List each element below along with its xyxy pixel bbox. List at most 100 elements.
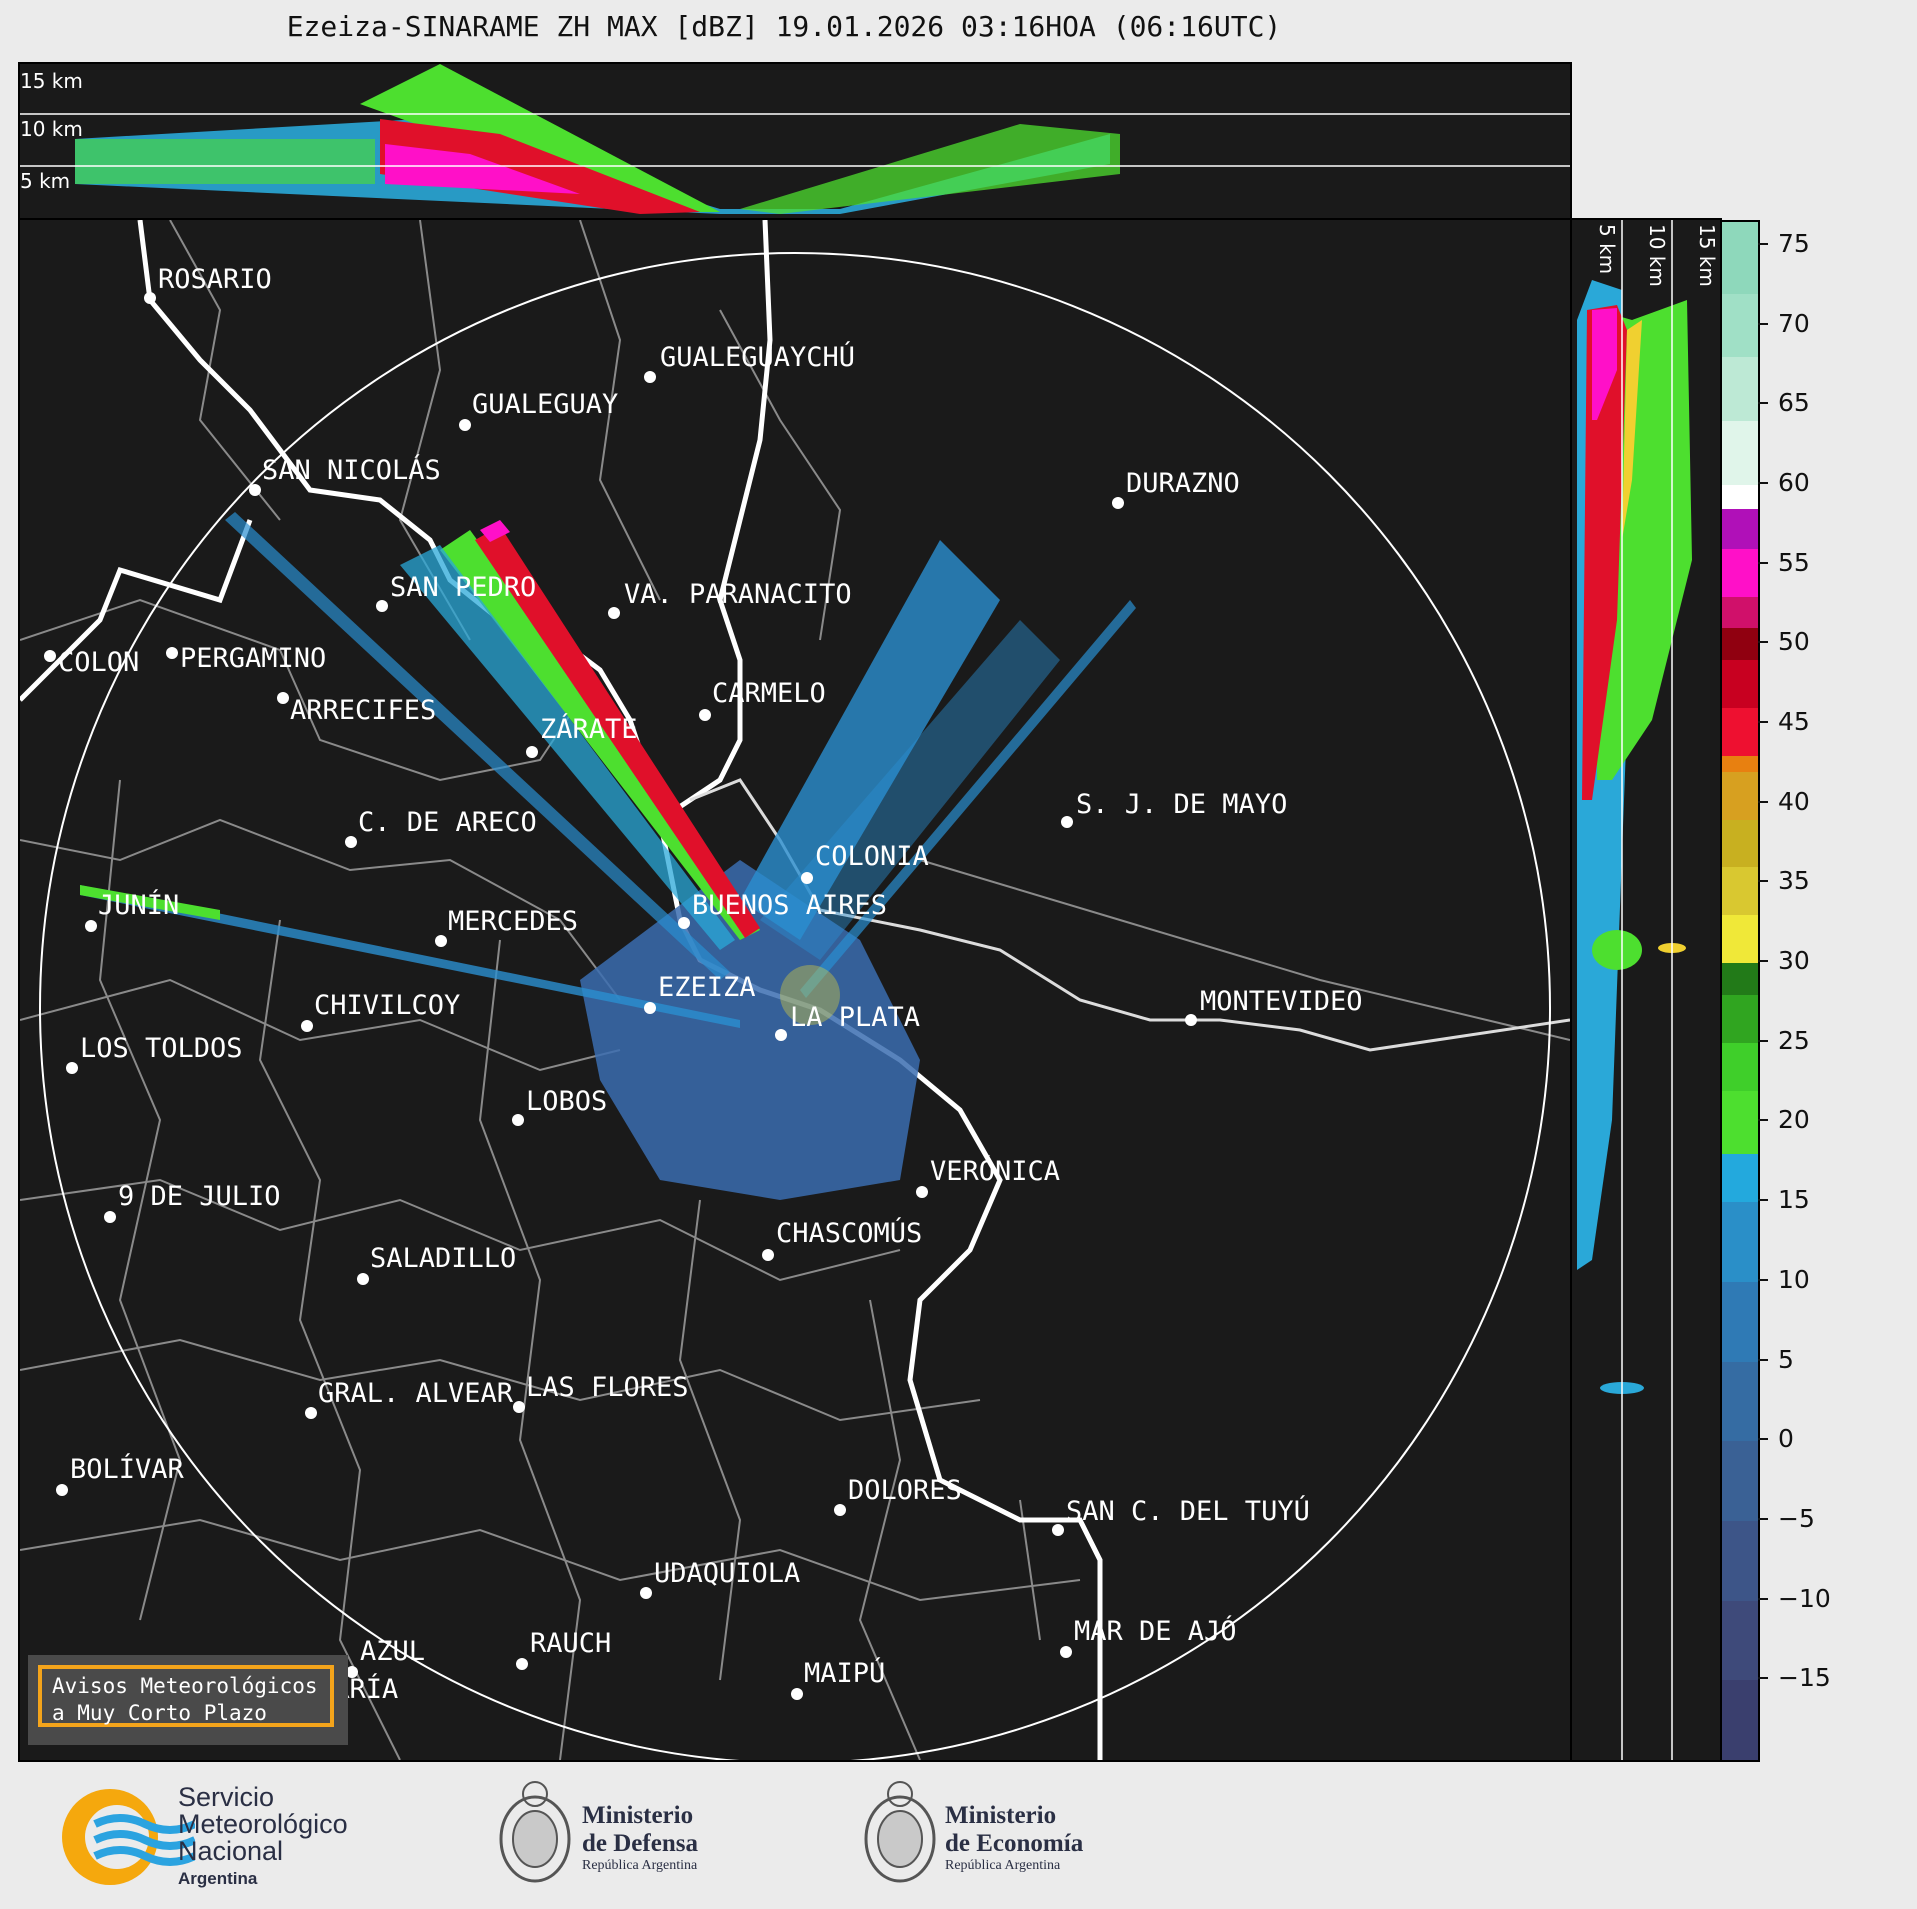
colorbar-tick-mark — [1758, 322, 1768, 325]
colorbar-level — [1722, 1154, 1758, 1203]
colorbar-tick-mark — [1758, 1597, 1768, 1600]
colorbar-level — [1722, 771, 1758, 820]
defensa-line-3: República Argentina — [582, 1858, 698, 1873]
smn-logo-icon — [62, 1789, 195, 1885]
city-label-gral-alvear: GRAL. ALVEAR — [318, 1378, 514, 1409]
city-dot-san-nicolas — [249, 484, 261, 496]
city-dot-azul — [346, 1666, 358, 1678]
colorbar-tick-label: −5 — [1778, 1503, 1815, 1533]
city-label-mar-de-ajo: MAR DE AJÓ — [1074, 1615, 1237, 1647]
city-dot-ezeiza — [644, 1002, 656, 1014]
city-dot-arrecifes — [277, 692, 289, 704]
city-dot-rosario — [144, 292, 156, 304]
echo-core-ezeiza — [780, 965, 840, 1025]
colorbar-tick-mark — [1758, 1039, 1768, 1042]
colorbar-tick-mark — [1758, 641, 1768, 644]
defensa-line-2: de Defensa — [582, 1830, 698, 1857]
defensa-line-1: Ministerio — [582, 1802, 694, 1829]
city-label-san-nicolas: SAN NICOLÁS — [262, 454, 441, 486]
city-label-san-pedro: SAN PEDRO — [390, 572, 536, 603]
colorbar-tick-mark — [1758, 1438, 1768, 1441]
colorbar-level — [1722, 548, 1758, 597]
chart-title: Ezeiza-SINARAME ZH MAX [dBZ] 19.01.2026 … — [286, 10, 1282, 43]
city-dot-9-de-julio — [104, 1211, 116, 1223]
defensa-seal-icon — [499, 1781, 571, 1883]
side-height-10km: 10 km — [1645, 224, 1669, 287]
city-dot-chivilcoy — [301, 1020, 313, 1032]
city-dot-maipu — [791, 1688, 803, 1700]
city-dot-las-flores — [513, 1401, 525, 1413]
city-dot-chascomus — [762, 1249, 774, 1261]
height-label-5km: 5 km — [20, 169, 70, 193]
city-label-carmelo: CARMELO — [712, 678, 826, 709]
colorbar-tick-mark — [1758, 1358, 1768, 1361]
colorbar-tick-label: −15 — [1778, 1663, 1831, 1693]
city-label-lobos: LOBOS — [526, 1086, 607, 1117]
city-dot-colon — [44, 650, 56, 662]
aviso-link[interactable]: Avisos Meteorológicos a Muy Corto Plazo — [38, 1665, 334, 1727]
economia-line-3: República Argentina — [945, 1858, 1061, 1873]
city-dot-sj-de-mayo — [1061, 816, 1073, 828]
colorbar-tick-label: 15 — [1778, 1185, 1810, 1215]
city-label-pergamino: PERGAMINO — [180, 643, 326, 674]
colorbar-tick-label: 45 — [1778, 707, 1810, 737]
city-dot-durazno — [1112, 497, 1124, 509]
aviso-panel[interactable]: Avisos Meteorológicos a Muy Corto Plazo — [28, 1655, 348, 1745]
city-label-colonia: COLONIA — [815, 841, 929, 872]
colorbar-level — [1722, 293, 1758, 358]
side-echo-red — [1582, 305, 1627, 800]
colorbar-tick-label: 30 — [1778, 946, 1810, 976]
city-label-rosario: ROSARIO — [158, 264, 272, 295]
city-label-durazno: DURAZNO — [1126, 468, 1240, 499]
colorbar-tick-label: 60 — [1778, 467, 1810, 497]
colorbar-tick-mark — [1758, 1278, 1768, 1281]
city-dot-mercedes — [435, 935, 447, 947]
city-dot-buenos-aires — [678, 917, 690, 929]
smn-line-3: Nacional — [178, 1836, 284, 1866]
colorbar-level — [1722, 508, 1758, 549]
aviso-line-1: Avisos Meteorológicos — [52, 1674, 318, 1698]
city-dot-pergamino — [166, 647, 178, 659]
colorbar-tick-label: 70 — [1778, 308, 1810, 338]
smn-line-4: Argentina — [178, 1869, 258, 1888]
city-label-mercedes: MERCEDES — [448, 906, 578, 937]
colorbar-tick-label: 35 — [1778, 866, 1810, 896]
radar-map[interactable]: ROSARIO GUALEGUAYCHÚ GUALEGUAY SAN NICOL… — [18, 218, 1572, 1762]
radar-echoes — [80, 512, 1136, 1200]
height-label-10km: 10 km — [20, 117, 83, 141]
city-dot-saladillo — [357, 1273, 369, 1285]
city-label-dolores: DOLORES — [848, 1475, 962, 1506]
colorbar-tick-label: 5 — [1778, 1344, 1794, 1374]
side-height-5km: 5 km — [1595, 224, 1619, 274]
city-label-udaquiola: UDAQUIOLA — [654, 1558, 800, 1589]
footer: Servicio Meteorológico Nacional Argentin… — [0, 1762, 1917, 1909]
echo-core-magenta — [385, 144, 580, 194]
city-dot-montevideo — [1185, 1014, 1197, 1026]
city-dot-dolores — [834, 1504, 846, 1516]
city-dot-san-c-del-tuyu — [1052, 1524, 1064, 1536]
colorbar-level — [1722, 915, 1758, 964]
colorbar-tick-label: 0 — [1778, 1424, 1794, 1454]
top-cross-section: 15 km 10 km 5 km — [18, 62, 1572, 221]
height-label-15km: 15 km — [20, 69, 83, 93]
echo-spoke-nw-mag — [480, 520, 510, 542]
city-dot-gualeguay — [459, 419, 471, 431]
colorbar-tick-mark — [1758, 880, 1768, 883]
city-dot-gualeguaychu — [644, 371, 656, 383]
economia-line-1: Ministerio — [945, 1802, 1057, 1829]
city-dot-paranacito — [608, 607, 620, 619]
province-boundaries — [20, 220, 1570, 1760]
defensa-logo-text: Ministerio de Defensa República Argentin… — [582, 1802, 698, 1874]
city-dot-udaquiola — [640, 1587, 652, 1599]
side-echo-magenta — [1592, 308, 1617, 420]
colorbar-tick-mark — [1758, 1199, 1768, 1202]
echo-spoke-w — [80, 885, 740, 1028]
echo-spoke-ne — [740, 540, 1000, 940]
colorbar-tick-label: 40 — [1778, 786, 1810, 816]
city-label-maipu: MAIPÚ — [804, 1657, 885, 1689]
city-label-veronica: VERÓNICA — [930, 1155, 1060, 1187]
colorbar-level — [1722, 628, 1758, 661]
echo-band-right — [740, 124, 1120, 214]
echo-spoke-nw-outer — [400, 545, 735, 950]
radar-range-ring — [39, 252, 1551, 1760]
